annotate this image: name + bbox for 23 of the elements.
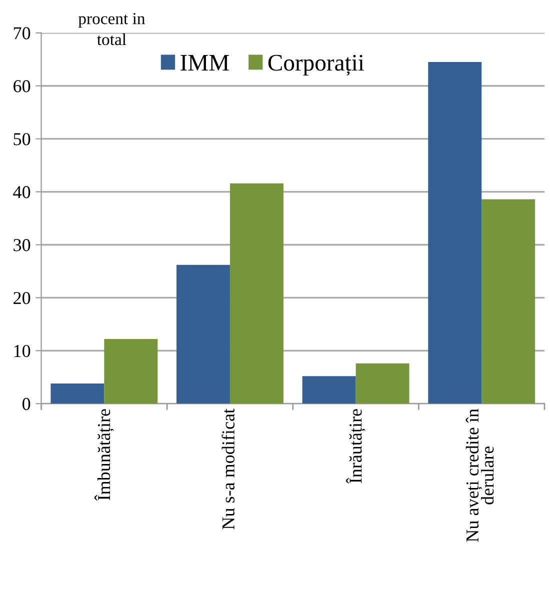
bar bbox=[428, 62, 482, 404]
y-tick-label: 10 bbox=[14, 344, 30, 358]
bar bbox=[482, 199, 536, 404]
y-tick-label: 30 bbox=[14, 239, 30, 252]
bar bbox=[302, 376, 356, 404]
y-tick-label: 60 bbox=[14, 80, 30, 92]
y-tick-label: 20 bbox=[14, 292, 30, 304]
x-tick-label: Nu s-a modificat bbox=[222, 408, 234, 530]
bar bbox=[230, 183, 284, 404]
y-tick-label: 40 bbox=[13, 186, 30, 198]
x-tick-label: Nu aveți credite în derulare bbox=[466, 408, 494, 542]
y-tick-label: 70 bbox=[14, 27, 30, 40]
x-tick-label: Îmbunătățire bbox=[94, 409, 114, 501]
legend-label: IMM bbox=[180, 55, 229, 71]
bar bbox=[356, 363, 410, 404]
y-tick-label: 0 bbox=[22, 398, 30, 410]
y-tick-label: 50 bbox=[14, 133, 30, 146]
bar bbox=[104, 339, 158, 404]
bar bbox=[50, 384, 104, 404]
legend-label: Corporații bbox=[268, 54, 364, 76]
y-axis-title: procent in total bbox=[78, 13, 146, 46]
bar bbox=[176, 264, 230, 404]
x-tick-label: Înrăutățire bbox=[346, 409, 366, 484]
